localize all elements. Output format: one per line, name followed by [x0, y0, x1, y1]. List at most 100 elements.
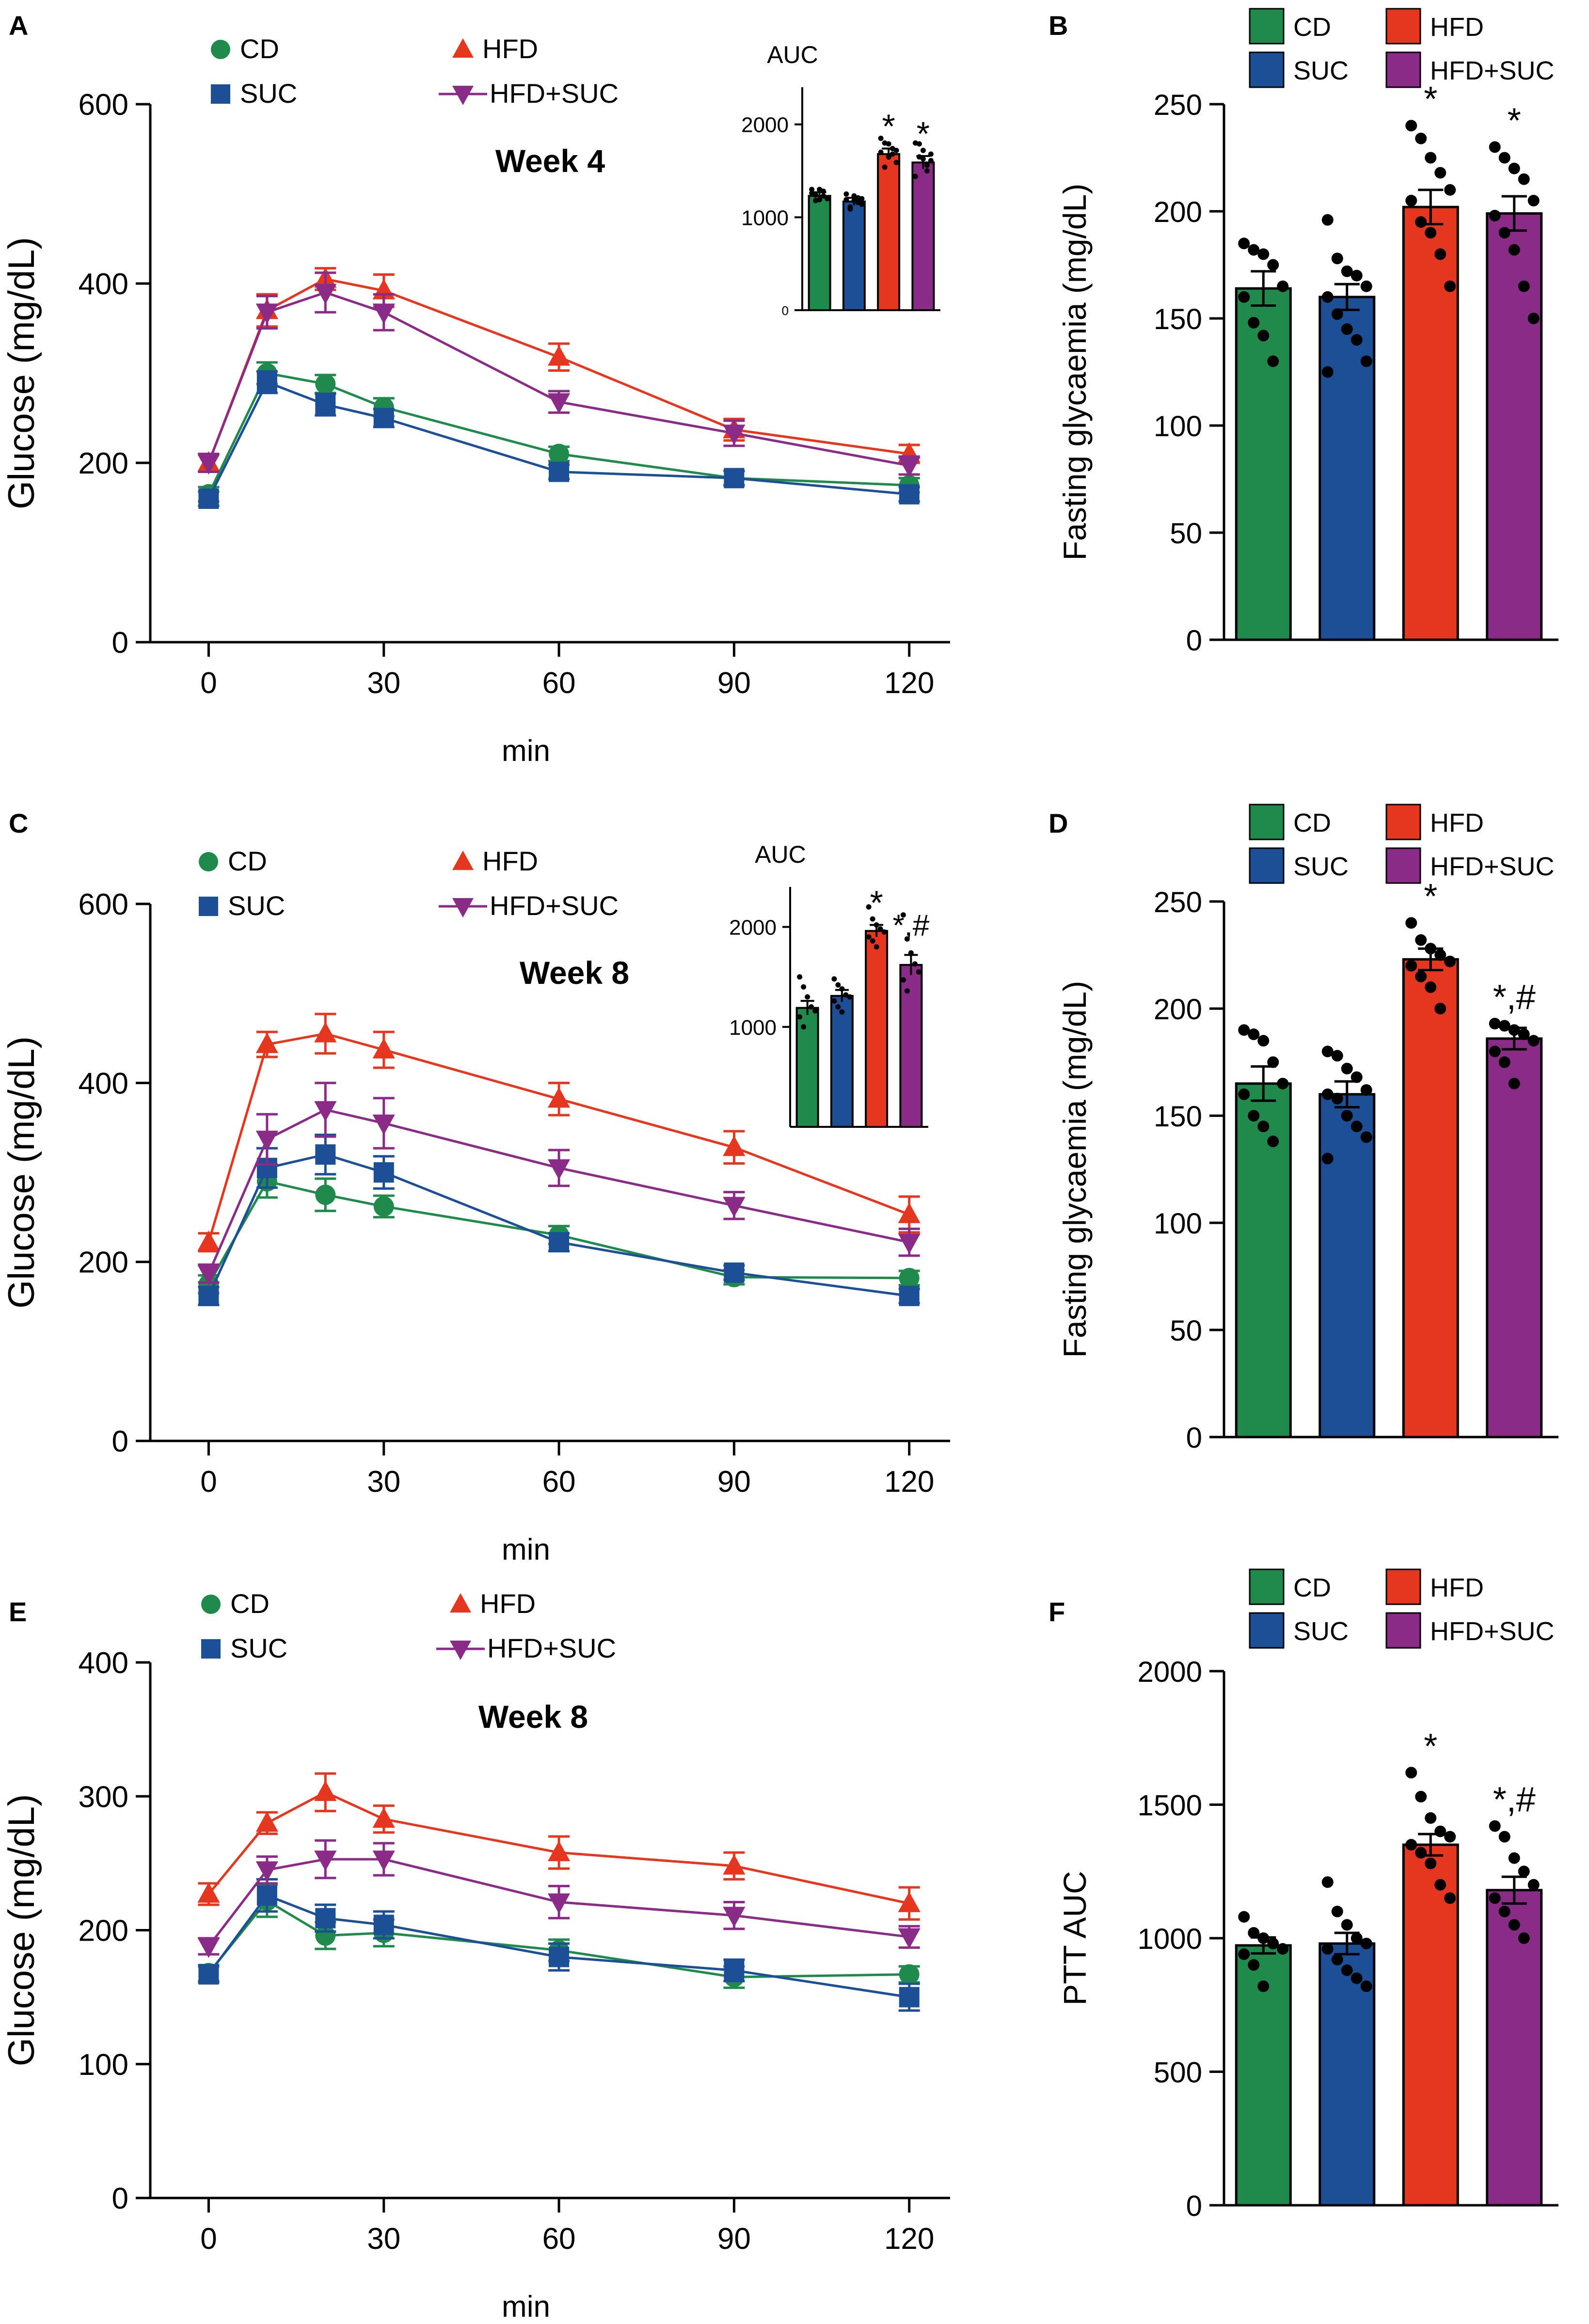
data-dot: [1489, 1017, 1501, 1029]
data-point: [549, 1232, 570, 1253]
legend-marker: [452, 86, 474, 105]
legend-label: HFD: [1430, 13, 1484, 42]
legend-label: HFD: [1430, 808, 1484, 838]
legend-swatch: [1385, 51, 1421, 88]
bar: [1486, 1889, 1543, 2207]
inset-auc: AUC 1000 2000 * *,#: [729, 841, 930, 1128]
data-dot: [1498, 152, 1510, 164]
data-dot: [1508, 1919, 1520, 1931]
data-point: [723, 1136, 746, 1156]
x-tick-label: 60: [542, 2222, 576, 2256]
inset-dot: [825, 196, 830, 202]
significance-mark: *: [1508, 101, 1521, 140]
legend-swatch: [1249, 8, 1285, 45]
y-tick-label: 400: [79, 1067, 128, 1100]
inset-dot: [797, 1014, 803, 1020]
inset-dot: [801, 984, 807, 990]
legend-item-hfd: HFD: [1385, 8, 1484, 45]
chart-title: Week 8: [520, 955, 629, 991]
bar-group-suc: [1319, 214, 1376, 641]
data-dot: [1331, 253, 1343, 265]
legend-item-suc: SUC: [201, 1633, 287, 1663]
x-axis-label: min: [502, 2290, 550, 2324]
data-point: [899, 484, 920, 505]
data-point: [547, 1087, 571, 1108]
y-tick-label: 200: [1154, 993, 1202, 1026]
bar: [1319, 1093, 1376, 1439]
data-dot: [1508, 1852, 1520, 1864]
bar: [1235, 1082, 1292, 1439]
inset-dot: [874, 922, 879, 928]
x-tick-label: 30: [367, 1465, 400, 1499]
inset-significance: *,#: [892, 909, 929, 942]
legend-item-hfd: HFD: [1385, 804, 1484, 840]
panel-label-e: E: [9, 1597, 27, 1627]
chart-f: 0 500 1000 1500 2000 PTT AUC * *,# CD HFD SUC HFD+S…: [1057, 1568, 1558, 2222]
y-axis-label: Glucose (mg/dL): [1, 237, 42, 509]
data-dot: [1321, 291, 1334, 303]
inset-bar: [830, 995, 854, 1128]
bar: [1402, 206, 1459, 641]
legend-item-suc: SUC: [1249, 1612, 1349, 1649]
legend: CD HFD SUC HFD+SUC: [199, 846, 619, 921]
legend-marker: [201, 1639, 221, 1659]
data-dot: [1425, 1812, 1437, 1824]
data-point: [723, 425, 746, 445]
inset-dot: [916, 141, 922, 147]
data-dot: [1444, 1892, 1456, 1904]
legend-swatch: [1385, 8, 1421, 45]
data-dot: [1351, 269, 1363, 282]
data-dot: [1425, 981, 1437, 993]
legend-marker: [452, 851, 474, 870]
y-tick-label: 300: [79, 1780, 128, 1814]
significance-mark: *,#: [1493, 1781, 1536, 1819]
legend-label: SUC: [228, 890, 285, 921]
data-dot: [1351, 1121, 1363, 1133]
bar: [1319, 296, 1376, 641]
inset-dot: [847, 994, 853, 1000]
legend-label: HFD+SUC: [490, 78, 619, 109]
inset-dot: [928, 151, 934, 157]
inset-dot: [904, 988, 910, 994]
y-axis-label: Glucose (mg/dL): [1, 1036, 42, 1309]
data-point: [373, 1162, 394, 1183]
data-dot: [1498, 1831, 1510, 1843]
inset-dot: [886, 141, 891, 147]
data-point: [549, 443, 570, 464]
data-point: [899, 1964, 920, 1985]
legend-item-cd: CD: [199, 846, 267, 876]
inset-dot: [855, 200, 861, 206]
data-point: [547, 1159, 571, 1180]
legend-label: CD: [230, 1588, 270, 1619]
data-dot: [1257, 1035, 1270, 1047]
data-point: [898, 1233, 921, 1254]
inset-dot: [886, 154, 891, 160]
inset-dot: [851, 193, 857, 199]
legend: CD HFD SUC HFD+SUC: [1249, 804, 1555, 884]
inset-dot: [843, 191, 849, 197]
y-tick-label: 250: [1154, 89, 1202, 121]
data-dot: [1277, 280, 1289, 292]
inset-dot: [831, 976, 837, 982]
y-tick-label: 400: [79, 268, 128, 301]
legend-item-suc: SUC: [199, 890, 285, 921]
data-dot: [1321, 1943, 1334, 1955]
legend-label: CD: [240, 33, 279, 64]
data-dot: [1508, 1077, 1520, 1090]
data-dot: [1341, 1964, 1353, 1976]
significance-mark: *: [1424, 877, 1437, 916]
y-tick-label: 50: [1170, 517, 1202, 550]
y-tick-label: 50: [1170, 1314, 1202, 1347]
y-axis-label: Fasting glycaemia (mg/dL): [1057, 184, 1093, 561]
y-tick-label: 0: [112, 2182, 128, 2215]
chart-title: Week 4: [495, 143, 605, 179]
inset-dot: [870, 938, 875, 944]
data-dot: [1238, 1024, 1250, 1036]
data-dot: [1434, 1879, 1446, 1891]
data-point: [198, 489, 219, 509]
bar-group-hfd-suc: *,#: [1486, 1781, 1543, 2207]
legend-marker: [199, 897, 218, 916]
series-suc: [198, 1878, 920, 2012]
data-dot: [1498, 227, 1510, 239]
y-tick-label: 200: [79, 447, 128, 480]
